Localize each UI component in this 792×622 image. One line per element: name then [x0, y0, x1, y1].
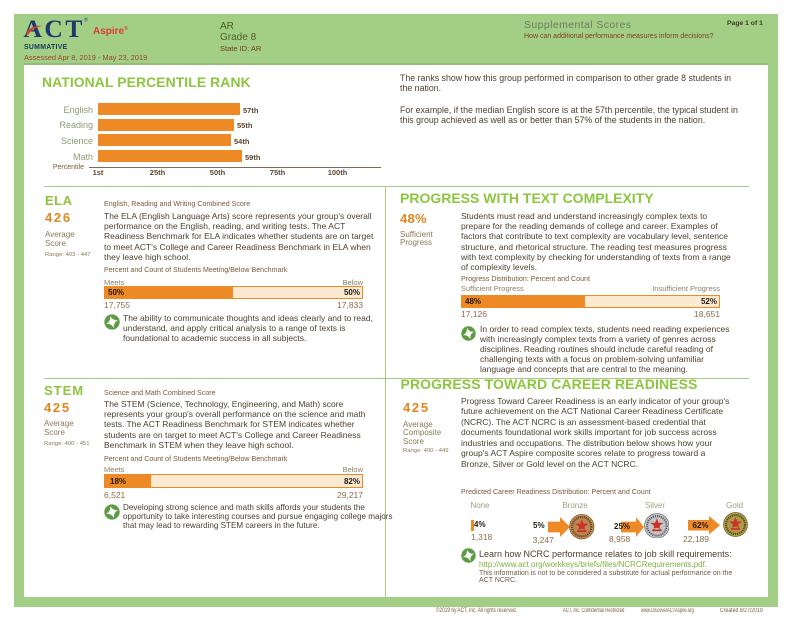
- svg-text:®: ®: [84, 17, 88, 24]
